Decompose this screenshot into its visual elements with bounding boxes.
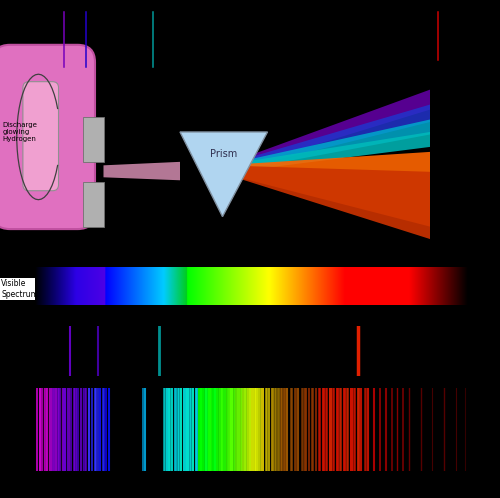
Polygon shape [222, 90, 430, 173]
Polygon shape [222, 152, 430, 227]
Text: Prism: Prism [210, 149, 237, 159]
Polygon shape [222, 105, 430, 173]
Polygon shape [222, 120, 430, 173]
Polygon shape [222, 132, 430, 173]
FancyBboxPatch shape [0, 45, 95, 229]
Text: Discharge
glowing
Hydrogen: Discharge glowing Hydrogen [2, 122, 37, 142]
Bar [82, 182, 103, 227]
Polygon shape [222, 165, 430, 239]
Text: Visible
Spectrum: Visible Spectrum [1, 279, 38, 298]
Text: Slit: Slit [108, 134, 122, 143]
Polygon shape [104, 162, 180, 180]
FancyBboxPatch shape [23, 82, 59, 191]
Bar [82, 117, 103, 162]
Polygon shape [180, 132, 268, 217]
